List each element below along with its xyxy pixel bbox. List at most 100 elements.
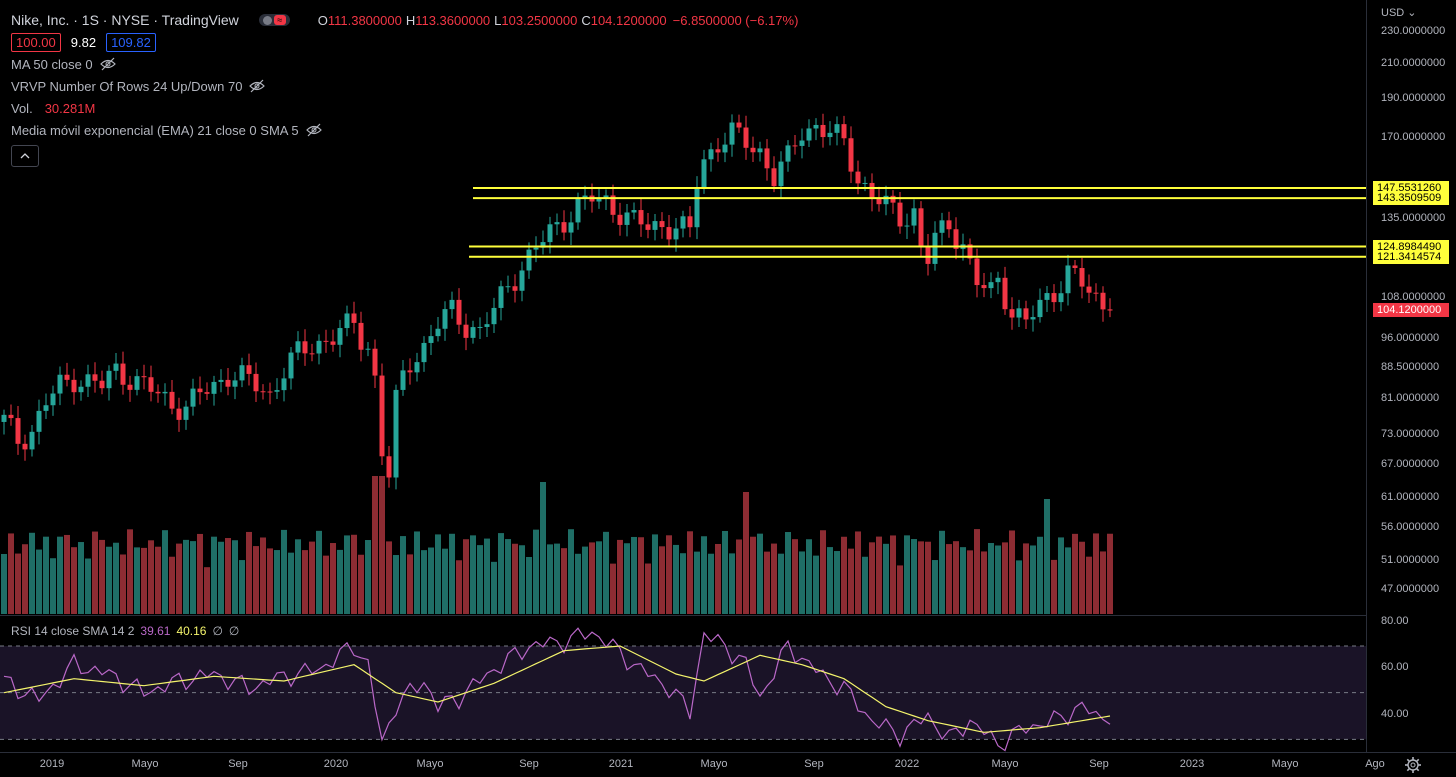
- candle-body: [1044, 293, 1050, 300]
- candle-body: [806, 128, 812, 141]
- volume-bar: [99, 539, 105, 614]
- time-tick-label: 2023: [1179, 758, 1205, 770]
- candle-body: [1037, 299, 1043, 318]
- volume-bar: [281, 529, 287, 614]
- volume-bar: [1058, 537, 1064, 614]
- candle-body: [561, 222, 567, 233]
- candle-body: [981, 285, 987, 289]
- candle-body: [778, 161, 784, 187]
- candle-body: [337, 328, 343, 345]
- candle-body: [988, 282, 994, 289]
- candle-body: [519, 270, 525, 291]
- volume-bar: [1072, 533, 1078, 614]
- candle-body: [393, 389, 399, 478]
- volume-bar: [869, 542, 875, 614]
- candle-body: [848, 138, 854, 172]
- volume-bar: [197, 533, 203, 614]
- candle-body: [771, 168, 777, 187]
- candle-body: [344, 313, 350, 329]
- price-tick-label: 230.0000000: [1381, 25, 1446, 37]
- price-axis[interactable]: USD ⌄ 230.0000000 210.0000000 190.0000000 1…: [1366, 0, 1456, 752]
- rsi-tick-label: 80.00: [1381, 614, 1409, 627]
- candle-body: [323, 340, 329, 342]
- candle-body: [36, 410, 42, 432]
- compare-toggle[interactable]: ≈: [258, 14, 290, 26]
- volume-bar: [330, 543, 336, 614]
- currency-menu[interactable]: USD ⌄: [1381, 7, 1417, 19]
- candle-body: [610, 195, 616, 215]
- rsi-levels: [0, 645, 1366, 740]
- eye-crossed-icon[interactable]: [248, 79, 266, 93]
- volume-bar: [904, 535, 910, 614]
- candle-body: [694, 188, 700, 228]
- candle-body: [596, 197, 602, 202]
- volume-bar: [64, 534, 70, 614]
- symbol-title[interactable]: Nike, Inc. · 1S · NYSE · TradingView: [11, 12, 239, 28]
- volume-bar: [771, 543, 777, 614]
- volume-bar: [568, 529, 574, 614]
- volume-bar: [253, 546, 259, 614]
- candle-body: [890, 195, 896, 203]
- volume-bar: [36, 549, 42, 614]
- volume-bar: [407, 554, 413, 614]
- indicator-label: Vol.: [11, 100, 33, 116]
- volume-bar: [134, 547, 140, 614]
- horizontal-levels[interactable]: [469, 186, 1366, 258]
- volume-bar: [526, 556, 532, 614]
- volume-bar: [323, 555, 329, 614]
- volume-bar: [344, 535, 350, 614]
- eye-crossed-icon[interactable]: [305, 123, 323, 137]
- candle-body: [246, 365, 252, 374]
- indicator-vrvp[interactable]: VRVP Number Of Rows 24 Up/Down 70: [11, 75, 798, 97]
- candlesticks: [1, 113, 1113, 490]
- buy-price-button[interactable]: 109.82: [106, 32, 156, 52]
- ohlc-value: 111.3800000: [327, 12, 402, 28]
- rsi-line: [3, 627, 1111, 752]
- indicator-ma50[interactable]: MA 50 close 0: [11, 53, 798, 75]
- sell-price-button[interactable]: 100.00: [11, 32, 61, 52]
- candle-body: [638, 210, 644, 225]
- indicator-volume[interactable]: Vol. 30.281M: [11, 97, 798, 119]
- candle-body: [603, 195, 609, 198]
- candle-body: [652, 221, 658, 230]
- volume-bar: [841, 536, 847, 614]
- volume-bar: [29, 532, 35, 614]
- time-tick-label: Ago: [1365, 758, 1385, 770]
- rsi-label[interactable]: RSI 14 close SMA 14 2: [11, 624, 135, 638]
- candle-body: [1065, 265, 1071, 294]
- rsi-pane[interactable]: RSI 14 close SMA 14 2 39.61 40.16 ∅ ∅: [0, 615, 1366, 753]
- volume-bar: [505, 539, 511, 614]
- candle-body: [113, 363, 119, 371]
- candle-body: [316, 340, 322, 354]
- gear-icon[interactable]: [1404, 756, 1422, 774]
- candle-body: [624, 212, 630, 225]
- candle-body: [862, 182, 868, 184]
- eye-crossed-icon[interactable]: [99, 57, 117, 71]
- price-tick-label: 210.0000000: [1381, 56, 1446, 69]
- volume-bar: [960, 547, 966, 614]
- volume-bar: [386, 541, 392, 614]
- price-chart[interactable]: [0, 0, 1366, 614]
- candle-body: [15, 418, 21, 444]
- candle-body: [134, 376, 140, 390]
- volume-bar: [113, 542, 119, 614]
- volume-bar: [267, 548, 273, 614]
- candle-body: [281, 378, 287, 391]
- volume-bar: [260, 537, 266, 614]
- volume-bar: [8, 533, 14, 614]
- volume-bar: [666, 535, 672, 614]
- volume-bars: [1, 476, 1113, 614]
- volume-bar: [701, 536, 707, 614]
- time-tick-label: Mayo: [416, 758, 444, 770]
- candle-body: [491, 307, 497, 325]
- volume-bar: [967, 550, 973, 614]
- collapse-legend-button[interactable]: [11, 145, 39, 167]
- indicator-ema[interactable]: Media móvil exponencial (EMA) 21 close 0…: [11, 119, 798, 141]
- candle-body: [302, 341, 308, 354]
- time-axis[interactable]: 2019 Mayo Sep 2020 Mayo Sep 2021 Mayo Sep 2022 May…: [0, 752, 1456, 777]
- price-tick-label: 56.0000000: [1381, 521, 1440, 534]
- volume-bar: [1023, 543, 1029, 614]
- candle-body: [288, 352, 294, 379]
- ohlc-value: 103.2500000: [501, 12, 578, 28]
- volume-bar: [1107, 533, 1113, 614]
